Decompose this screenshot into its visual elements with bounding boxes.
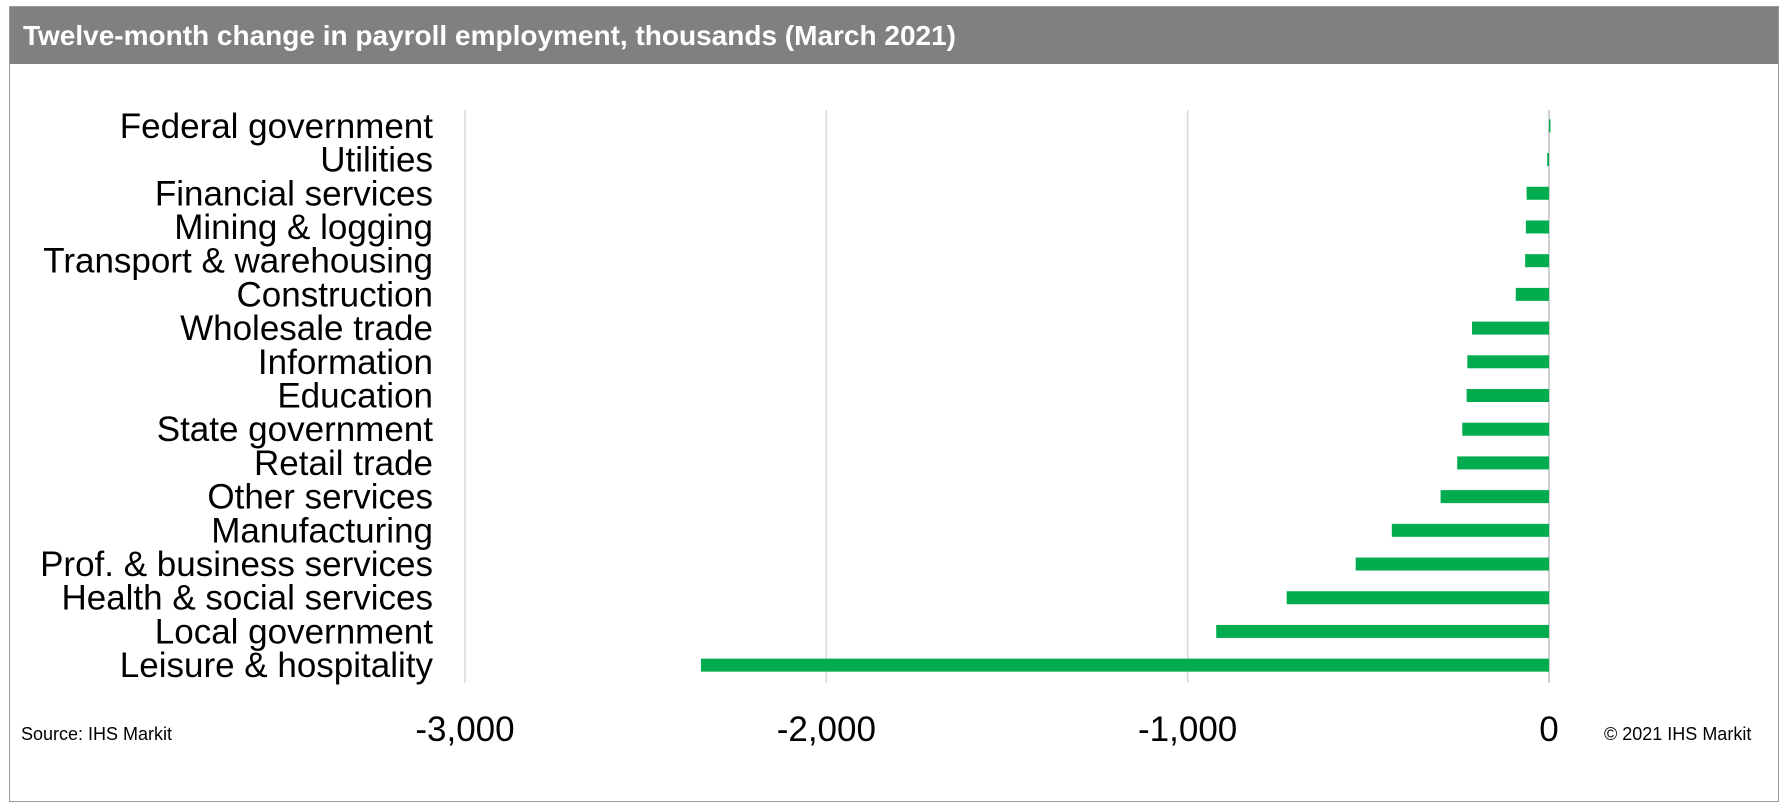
bar — [1547, 153, 1549, 167]
category-label: State government — [157, 410, 434, 449]
x-tick-label: -3,000 — [415, 710, 514, 749]
x-tick-label: -1,000 — [1138, 710, 1237, 749]
category-label: Health & social services — [61, 579, 433, 618]
category-label: Construction — [237, 275, 433, 314]
bar — [1525, 220, 1549, 234]
category-label: Wholesale trade — [180, 309, 433, 348]
category-label: Manufacturing — [211, 511, 433, 550]
source-note: Source: IHS Markit — [21, 724, 173, 744]
category-label: Mining & logging — [174, 208, 433, 247]
bar — [1355, 557, 1549, 571]
category-label: Retail trade — [254, 444, 433, 483]
category-label: Local government — [155, 612, 433, 651]
bar — [1286, 591, 1549, 605]
copyright-note: © 2021 IHS Markit — [1604, 724, 1752, 744]
bar — [1462, 422, 1549, 436]
category-label: Leisure & hospitality — [120, 646, 434, 685]
bar — [1216, 624, 1549, 638]
bar — [1467, 355, 1549, 369]
bar — [1472, 321, 1549, 335]
category-label: Other services — [207, 478, 433, 517]
bar — [1391, 523, 1549, 537]
category-label: Information — [258, 343, 433, 382]
category-label: Financial services — [155, 174, 433, 213]
bar — [700, 658, 1549, 672]
bar — [1457, 456, 1549, 470]
chart-title: Twelve-month change in payroll employmen… — [23, 20, 956, 51]
category-label: Federal government — [120, 107, 433, 146]
bar — [1525, 254, 1549, 268]
category-label: Education — [277, 377, 433, 416]
bar — [1515, 287, 1549, 301]
category-label: Prof. & business services — [40, 545, 433, 584]
title-bar: Twelve-month change in payroll employmen… — [10, 7, 1778, 64]
bar — [1466, 389, 1549, 402]
bar — [1526, 186, 1549, 200]
bar — [1440, 490, 1549, 504]
bar — [1549, 119, 1551, 133]
x-tick-label: 0 — [1539, 710, 1558, 749]
category-label: Transport & warehousing — [43, 242, 433, 281]
category-label: Utilities — [320, 141, 433, 180]
x-tick-label: -2,000 — [777, 710, 876, 749]
